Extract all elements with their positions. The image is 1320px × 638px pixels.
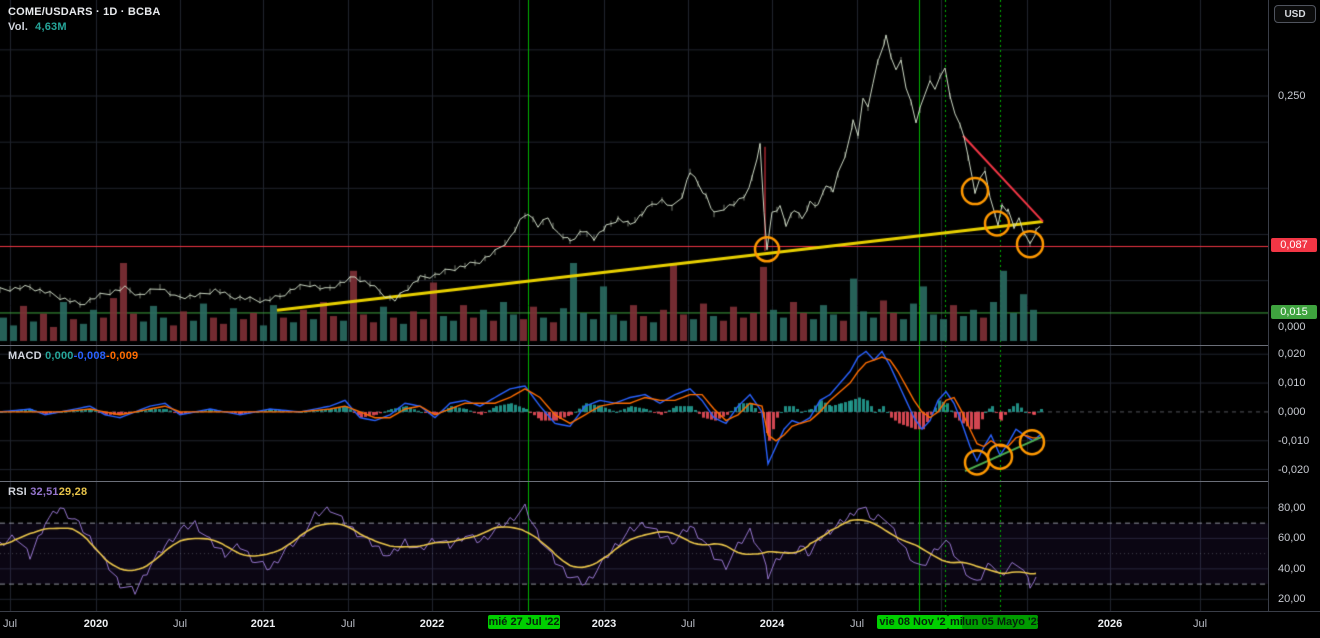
time-axis-separator — [0, 611, 1320, 612]
time-label-0: Jul — [2, 618, 18, 630]
macd-label: MACD — [8, 350, 42, 362]
rsi-tick-2: 40,00 — [1278, 562, 1306, 575]
price-axis[interactable]: 0,250 0,000 0,087 0,015 0,020 0,010 0,000 -0,01… — [1269, 0, 1320, 611]
time-label-7: Jul — [680, 618, 696, 630]
rsi-value-1: 29,28 — [58, 486, 88, 498]
time-label-4: Jul — [340, 618, 356, 630]
time-label-3: 2021 — [250, 618, 276, 630]
date-marker-badge-3: lun 05 Mayo '25 — [962, 615, 1038, 629]
rsi-tick-3: 20,00 — [1278, 593, 1306, 606]
volume-value: 4,63M — [35, 21, 67, 33]
volume-label: Vol. — [8, 21, 29, 33]
date-marker-badge-0: mié 27 Jul '22 — [488, 615, 560, 629]
macd-legend: MACD 0,000-0,008-0,009 — [8, 350, 138, 362]
macd-tick-0: 0,020 — [1278, 348, 1306, 361]
macd-tick-3: -0,010 — [1278, 434, 1310, 447]
time-label-6: 2023 — [591, 618, 617, 630]
main-legend: COME/USDARS · 1D · BCBA Vol. 4,63M — [8, 6, 161, 33]
rsi-label: RSI — [8, 486, 27, 498]
rsi-tick-0: 80,00 — [1278, 501, 1306, 514]
price-badge-0: 0,087 — [1271, 238, 1317, 253]
time-label-10: 2026 — [1097, 618, 1123, 630]
symbol-title[interactable]: COME/USDARS · 1D · BCBA — [8, 6, 161, 18]
time-label-11: Jul — [1192, 618, 1208, 630]
price-badge-1: 0,015 — [1271, 304, 1317, 319]
macd-value-0: 0,000 — [45, 350, 74, 362]
pane-separator-rsi[interactable] — [0, 481, 1320, 482]
date-marker-badge-1: vie 08 Nov '2 — [877, 615, 948, 629]
pane-separator-macd[interactable] — [0, 345, 1320, 346]
rsi-value-0: 32,51 — [30, 486, 59, 498]
price-tick-1: 0,000 — [1278, 320, 1306, 333]
currency-button[interactable]: USD — [1274, 5, 1316, 23]
rsi-legend: RSI 32,5129,28 — [8, 486, 87, 498]
time-label-2: Jul — [172, 618, 188, 630]
chart-canvas[interactable] — [0, 0, 1268, 611]
macd-tick-1: 0,010 — [1278, 377, 1306, 390]
rsi-tick-1: 60,00 — [1278, 532, 1306, 545]
macd-value-2: -0,009 — [105, 350, 139, 362]
macd-tick-4: -0,020 — [1278, 463, 1310, 476]
time-label-1: 2020 — [83, 618, 109, 630]
time-axis[interactable]: Jul 2020 Jul 2021 Jul 2022 2023 Jul 2024 Jul 2026 J… — [0, 612, 1320, 638]
time-label-9: Jul — [849, 618, 865, 630]
price-axis-separator — [1268, 0, 1269, 638]
macd-tick-2: 0,000 — [1278, 405, 1306, 418]
time-label-5: 2022 — [419, 618, 445, 630]
macd-value-1: -0,008 — [73, 350, 106, 362]
price-tick-0: 0,250 — [1278, 90, 1306, 102]
time-label-8: 2024 — [759, 618, 785, 630]
